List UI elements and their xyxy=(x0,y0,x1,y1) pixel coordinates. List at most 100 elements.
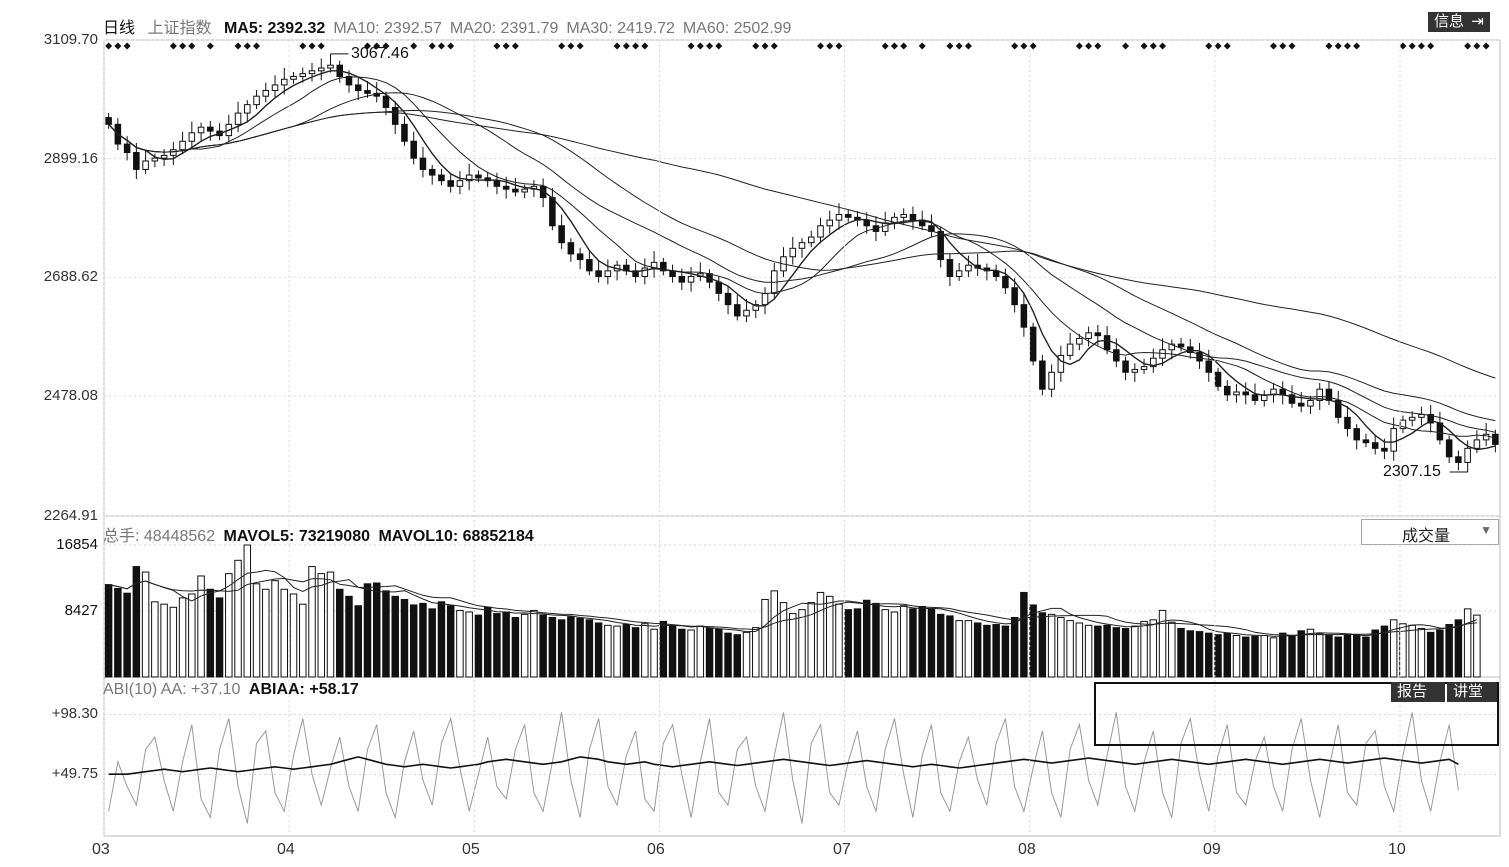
volume-bar xyxy=(326,571,335,678)
signal-marker xyxy=(169,42,177,50)
candle xyxy=(844,214,852,218)
volume-bar xyxy=(141,571,150,678)
volume-bar xyxy=(1371,629,1379,678)
ma-line-MA10 xyxy=(108,76,1496,439)
volume-bar xyxy=(308,566,316,678)
candle xyxy=(253,95,260,106)
volume-bar xyxy=(1084,624,1093,678)
volume-bar xyxy=(862,599,871,678)
candle xyxy=(1492,433,1499,445)
volume-bar xyxy=(437,601,446,678)
candle xyxy=(539,185,547,199)
volume-bar xyxy=(650,628,658,678)
candle xyxy=(447,180,454,187)
volume-bar xyxy=(613,625,621,678)
candle xyxy=(234,112,242,125)
candle xyxy=(207,126,214,132)
chart-frame xyxy=(103,39,1501,837)
signal-marker xyxy=(761,42,769,50)
period-label[interactable]: 日线 xyxy=(103,20,136,37)
x-tick-label: 08 xyxy=(1018,841,1036,858)
candle xyxy=(576,253,584,261)
volume-bar xyxy=(1251,635,1259,678)
volume-bar xyxy=(400,598,409,678)
candle xyxy=(1131,368,1139,373)
candle xyxy=(1307,399,1314,407)
candle xyxy=(1168,343,1176,351)
signal-marker xyxy=(437,42,445,50)
volume-bar xyxy=(114,587,122,678)
volume-bar xyxy=(604,624,612,678)
candle xyxy=(419,157,427,170)
volume-bar xyxy=(918,606,926,678)
candle xyxy=(105,117,112,125)
volume-bar xyxy=(770,590,779,678)
candle xyxy=(1242,391,1250,396)
candle xyxy=(262,90,270,97)
volume-bar xyxy=(1306,628,1315,678)
candle xyxy=(1076,337,1083,345)
volume-bar xyxy=(641,623,649,678)
candle xyxy=(391,106,399,125)
signal-marker xyxy=(632,42,640,50)
volume-bar xyxy=(687,629,695,678)
volume-bar xyxy=(1269,637,1278,678)
volume-bar xyxy=(197,575,205,678)
volume-bar xyxy=(835,603,843,678)
volume-bar xyxy=(1297,630,1305,678)
candle xyxy=(1371,442,1379,449)
ma-value-4: MA60: 2502.99 xyxy=(682,20,792,37)
x-tick-label: 04 xyxy=(277,841,295,858)
lecture-button-label: 讲堂 xyxy=(1453,683,1484,700)
volume-bar xyxy=(317,573,325,678)
signal-marker xyxy=(105,42,113,50)
candle xyxy=(881,222,889,232)
volume-bar xyxy=(363,583,372,678)
volume-header: 总手: 48448562 MAVOL5: 73219080 MAVOL10: 6… xyxy=(103,522,534,546)
candle xyxy=(641,267,649,277)
candle xyxy=(133,152,140,170)
candle xyxy=(142,160,149,170)
signal-marker xyxy=(1223,42,1231,50)
volume-bar xyxy=(631,627,640,678)
volume-bar xyxy=(779,602,788,678)
candle xyxy=(1482,433,1490,441)
lecture-button[interactable]: 讲堂 xyxy=(1447,682,1497,702)
volume-bar xyxy=(178,597,187,678)
volume-bar xyxy=(557,619,566,678)
volume-bar xyxy=(899,605,908,678)
volume-bar xyxy=(354,605,362,678)
candle xyxy=(1436,422,1444,441)
report-button[interactable]: 报告 xyxy=(1391,682,1445,702)
info-button[interactable]: 信息 ⇥ xyxy=(1428,12,1490,32)
volume-bar xyxy=(567,616,575,678)
volume-bar xyxy=(1195,631,1204,678)
signal-marker xyxy=(715,42,723,50)
signal-marker xyxy=(1140,42,1148,50)
candle xyxy=(151,157,159,162)
volume-bar xyxy=(104,584,113,678)
signal-marker xyxy=(696,42,704,50)
candle xyxy=(798,242,806,249)
volume-bar xyxy=(1325,634,1333,678)
volume-bar xyxy=(1112,627,1121,678)
mavol5-value: 73219080 xyxy=(298,528,370,545)
candle xyxy=(1066,343,1074,356)
signal-marker xyxy=(1473,42,1481,50)
signal-marker xyxy=(428,42,436,50)
candle xyxy=(1122,360,1129,373)
mavol-line-5 xyxy=(108,569,1478,637)
overlay-box xyxy=(1094,682,1499,746)
signal-marker xyxy=(613,42,621,50)
candle xyxy=(308,70,316,75)
candle xyxy=(364,90,371,94)
volume-bar xyxy=(761,598,769,678)
signal-marker xyxy=(206,42,214,50)
candle xyxy=(1057,354,1065,373)
volume-bar xyxy=(890,611,899,678)
candle xyxy=(558,225,565,244)
volume-bar xyxy=(123,592,131,678)
candle xyxy=(1251,394,1259,401)
indicator-select[interactable]: 成交量 ▼ xyxy=(1361,519,1499,545)
